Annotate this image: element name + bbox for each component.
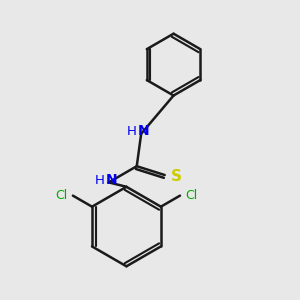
Text: N: N	[138, 124, 149, 138]
Text: H: H	[127, 125, 137, 138]
Text: N: N	[105, 173, 117, 187]
Text: Cl: Cl	[56, 189, 68, 202]
Text: Cl: Cl	[185, 189, 197, 202]
Text: H: H	[94, 173, 104, 187]
Text: S: S	[170, 169, 182, 184]
